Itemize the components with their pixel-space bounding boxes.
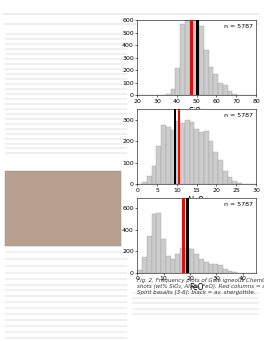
- Bar: [228, 178, 232, 184]
- Bar: [156, 146, 161, 184]
- Bar: [218, 160, 223, 184]
- Bar: [166, 94, 171, 95]
- FancyBboxPatch shape: [5, 170, 121, 246]
- Bar: [218, 265, 223, 273]
- Bar: [223, 86, 228, 95]
- Bar: [204, 131, 209, 184]
- Bar: [232, 181, 237, 184]
- Bar: [166, 256, 171, 273]
- Bar: [166, 127, 171, 184]
- Bar: [209, 142, 213, 184]
- Bar: [194, 5, 199, 95]
- Bar: [175, 121, 180, 184]
- Bar: [223, 269, 228, 273]
- Bar: [199, 26, 204, 95]
- Bar: [156, 213, 161, 273]
- Bar: [199, 259, 204, 273]
- Bar: [180, 24, 185, 95]
- Bar: [204, 262, 209, 273]
- Bar: [171, 259, 175, 273]
- Bar: [147, 176, 152, 184]
- Bar: [137, 270, 142, 273]
- Bar: [228, 271, 232, 273]
- Bar: [204, 50, 209, 95]
- X-axis label: Al$_2$O$_3$: Al$_2$O$_3$: [186, 194, 208, 207]
- Text: n = 5787: n = 5787: [224, 24, 252, 29]
- Bar: [142, 257, 147, 273]
- Bar: [190, 0, 194, 95]
- Bar: [213, 152, 218, 184]
- Text: Fig. 2. Frequency plots of Gale igneous ChemCam
shots (wt% SiO₂, Al₂O₃, FeO). Re: Fig. 2. Frequency plots of Gale igneous …: [137, 278, 264, 295]
- Bar: [180, 123, 185, 184]
- Bar: [209, 67, 213, 95]
- X-axis label: SiO$_2$: SiO$_2$: [188, 105, 206, 118]
- Bar: [185, 120, 190, 184]
- Bar: [232, 272, 237, 273]
- Bar: [185, 248, 190, 273]
- Bar: [194, 129, 199, 184]
- Bar: [152, 214, 156, 273]
- Bar: [190, 20, 193, 95]
- Bar: [228, 91, 232, 95]
- Bar: [194, 254, 199, 273]
- Bar: [161, 239, 166, 273]
- Bar: [232, 94, 237, 95]
- Bar: [182, 198, 185, 273]
- Bar: [185, 0, 190, 95]
- Bar: [178, 109, 180, 184]
- Bar: [161, 124, 166, 184]
- Bar: [175, 68, 180, 95]
- Bar: [190, 122, 194, 184]
- Bar: [175, 254, 180, 273]
- Text: n = 5787: n = 5787: [224, 113, 252, 118]
- Bar: [218, 84, 223, 95]
- Bar: [171, 130, 175, 184]
- Bar: [237, 183, 242, 184]
- Bar: [213, 264, 218, 273]
- Bar: [174, 109, 176, 184]
- Bar: [180, 248, 185, 273]
- Bar: [142, 182, 147, 184]
- X-axis label: FeO: FeO: [190, 283, 204, 292]
- Bar: [147, 236, 152, 273]
- Bar: [152, 166, 156, 184]
- Bar: [196, 20, 199, 95]
- Bar: [209, 264, 213, 273]
- Bar: [171, 89, 175, 95]
- Bar: [190, 249, 194, 273]
- Text: n = 5787: n = 5787: [224, 202, 252, 207]
- Bar: [199, 132, 204, 184]
- Bar: [213, 74, 218, 95]
- Bar: [186, 198, 189, 273]
- Bar: [223, 171, 228, 184]
